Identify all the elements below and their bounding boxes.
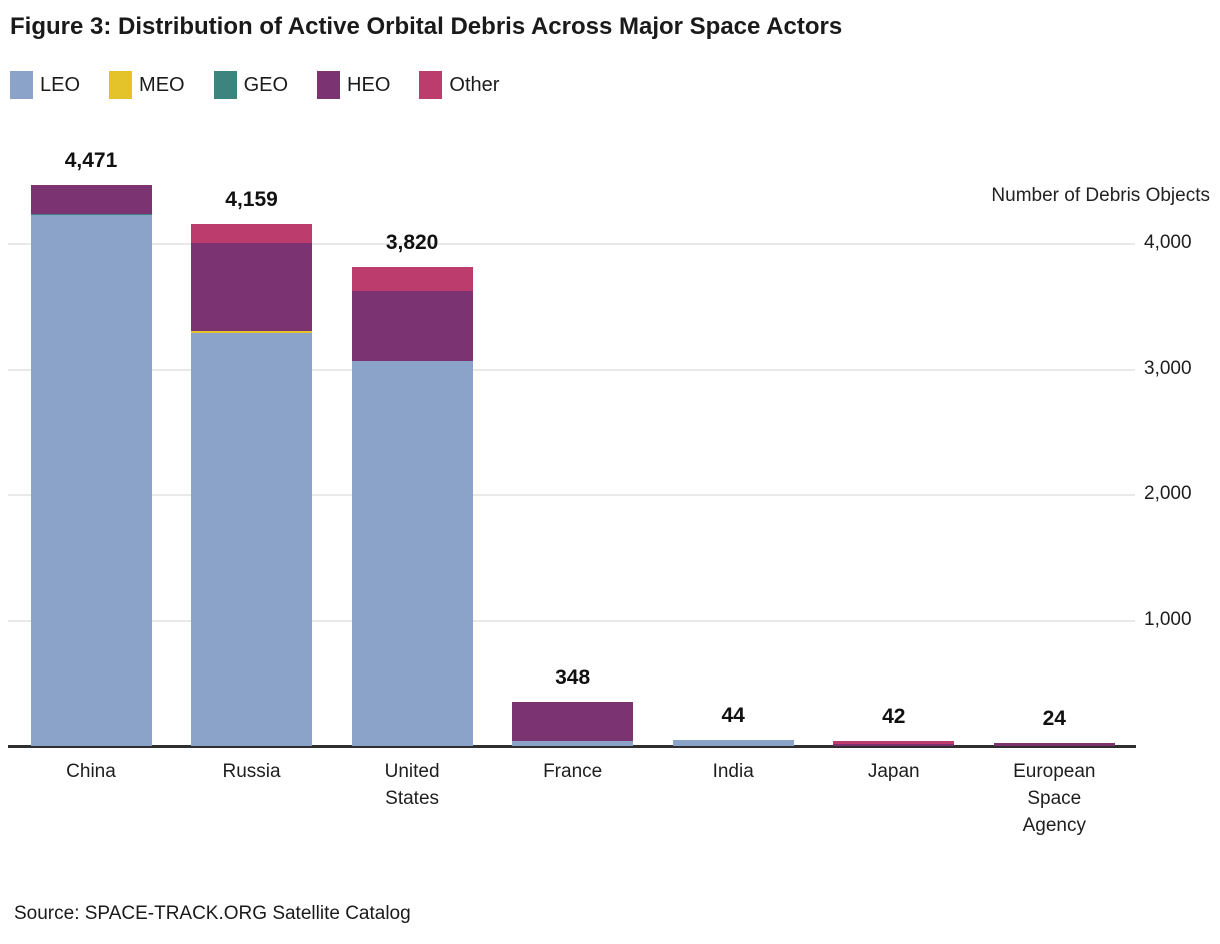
gridline-3000 [8, 368, 1135, 371]
figure-title: Figure 3: Distribution of Active Orbital… [10, 13, 843, 40]
legend-item-geo: GEO [213, 71, 289, 99]
category-label-russia: Russia [222, 761, 281, 782]
bar-segment-heo-european-space-agency [993, 742, 1115, 746]
bar-segment-leo-china [30, 215, 152, 746]
legend-item-heo: HEO [317, 71, 390, 99]
legend-swatch-icon [10, 71, 33, 99]
gridline-1000 [8, 619, 1135, 622]
category-label-japan: Japan [867, 761, 920, 782]
bar-segment-heo-france [512, 702, 634, 741]
bar-value-label: 42 [882, 704, 906, 728]
y-tick-label: 3,000 [1144, 357, 1192, 379]
bar-value-label: 44 [721, 704, 745, 728]
legend-swatch-icon [109, 71, 133, 99]
x-axis-line [8, 745, 1136, 748]
legend-item-label: GEO [243, 73, 289, 96]
y-axis-title: Number of Debris Objects [991, 185, 1210, 206]
legend-item-other: Other [419, 71, 499, 99]
bar-segment-heo-china [30, 185, 152, 214]
legend-item-leo: LEO [10, 71, 80, 99]
legend-item-meo: MEO [109, 71, 185, 99]
legend-item-label: HEO [347, 73, 391, 96]
legend-swatch-icon [419, 71, 443, 99]
y-tick-label: 4,000 [1144, 232, 1192, 254]
bar-segment-heo-japan [833, 743, 955, 746]
bar-value-label: 24 [1042, 706, 1066, 730]
bar-value-label: 3,820 [385, 230, 439, 254]
legend-item-label: Other [449, 73, 500, 96]
bar-segment-heo-united-states [351, 290, 473, 361]
category-label-european-space-agency: European Space Agency [1013, 761, 1096, 836]
bar-segment-other-japan [833, 740, 955, 744]
bar-segment-leo-india [672, 740, 794, 746]
gridline-2000 [8, 494, 1135, 497]
y-tick-label: 1,000 [1144, 608, 1192, 630]
legend-item-label: LEO [40, 73, 81, 96]
legend-swatch-icon [213, 71, 237, 99]
category-label-united-states: United States [384, 761, 440, 809]
category-label-france: France [543, 761, 603, 782]
bar-segment-meo-russia [191, 331, 313, 334]
legend-swatch-icon [317, 71, 341, 99]
category-label-india: India [712, 761, 754, 782]
bar-value-label: 4,159 [225, 188, 278, 212]
bar-segment-other-russia [191, 224, 313, 244]
category-label-china: China [66, 761, 116, 782]
source-note: Source: SPACE-TRACK.ORG Satellite Catalo… [14, 903, 411, 924]
bar-segment-geo-china [30, 213, 152, 216]
gridline-4000 [8, 243, 1135, 246]
bar-value-label: 348 [555, 666, 591, 690]
legend-item-label: MEO [139, 73, 185, 96]
bar-segment-leo-united-states [351, 360, 473, 746]
bar-segment-other-united-states [351, 266, 473, 291]
bar-segment-leo-france [512, 740, 634, 746]
bar-value-label: 4,471 [64, 149, 118, 173]
bar-segment-heo-russia [191, 243, 313, 332]
y-tick-label: 2,000 [1144, 483, 1192, 505]
legend: LEO MEO GEO HEO Other [10, 71, 499, 99]
bar-segment-leo-russia [191, 333, 313, 746]
